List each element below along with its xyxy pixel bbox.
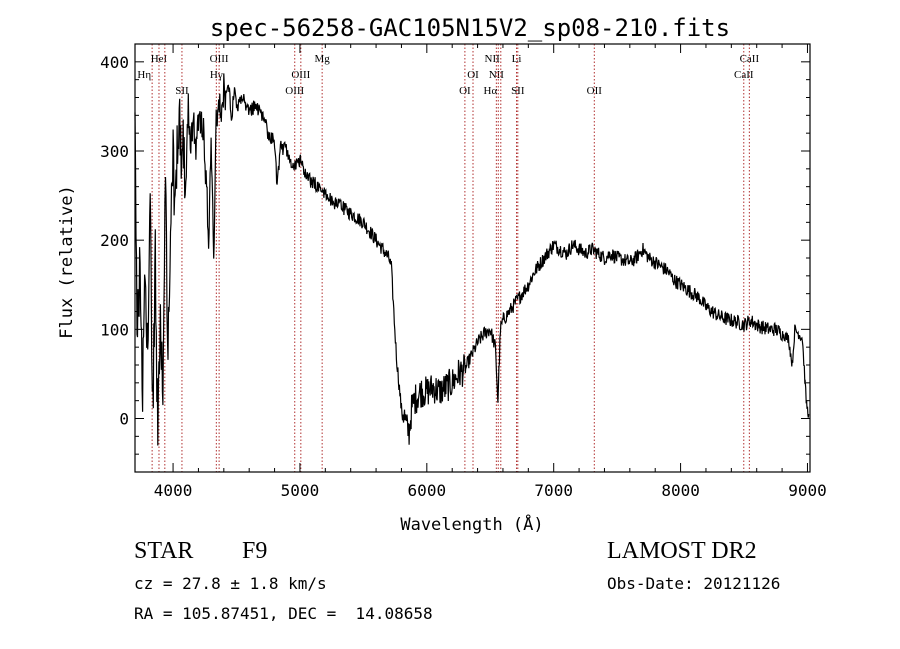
- chart-title: spec-56258-GAC105N15V2_sp08-210.fits: [210, 14, 730, 42]
- x-tick-label: 6000: [408, 481, 447, 500]
- y-tick-label: 400: [100, 53, 129, 72]
- line-marker-label: Hγ: [210, 69, 223, 81]
- line-marker-label: OIII: [285, 85, 304, 97]
- line-marker-label: OI: [467, 69, 479, 81]
- line-marker-label: OI: [459, 85, 471, 97]
- line-marker-label: NII: [489, 69, 505, 81]
- line-marker-label: OII: [587, 85, 603, 97]
- x-tick-label: 4000: [154, 481, 193, 500]
- obs-date-text: Obs-Date: 20121126: [607, 574, 781, 593]
- y-tick-label: 100: [100, 320, 129, 339]
- line-marker-label: SII: [175, 85, 189, 97]
- line-marker-label: Hη: [137, 69, 151, 81]
- x-tick-label: 8000: [661, 481, 700, 500]
- plot-axes: 4000 5000 6000 7000 8000 9000 0 100 200 300 400: [100, 43, 827, 500]
- y-tick-label: 300: [100, 142, 129, 161]
- line-marker-label: NII: [485, 53, 501, 65]
- line-marker-label: HeI: [151, 53, 168, 65]
- x-tick-label: 7000: [534, 481, 573, 500]
- redshift-text: cz = 27.8 ± 1.8 km/s: [134, 574, 327, 593]
- x-tick-label: 5000: [281, 481, 320, 500]
- coordinates-text: RA = 105.87451, DEC = 14.08658: [134, 604, 433, 623]
- plot-frame: [134, 43, 811, 473]
- line-marker-label: Hα: [484, 85, 498, 97]
- object-class: STAR: [134, 538, 194, 564]
- y-tick-label: 0: [119, 410, 129, 429]
- line-marker-label: OIII: [291, 69, 310, 81]
- y-tick-label: 200: [100, 231, 129, 250]
- line-marker-label: Mg: [315, 53, 331, 65]
- survey-name: LAMOST DR2: [607, 538, 757, 564]
- line-marker-label: CaII: [734, 69, 754, 81]
- y-axis-label: Flux (relative): [57, 185, 77, 339]
- object-subclass: F9: [242, 538, 268, 564]
- x-tick-label: 9000: [788, 481, 827, 500]
- line-marker-label: OIII: [210, 53, 229, 65]
- line-marker-label: Li: [512, 53, 522, 65]
- spectrum-line: [134, 73, 810, 446]
- x-axis-label: Wavelength (Å): [400, 513, 543, 535]
- line-marker-label: SII: [511, 85, 525, 97]
- line-marker-label: CaII: [740, 53, 760, 65]
